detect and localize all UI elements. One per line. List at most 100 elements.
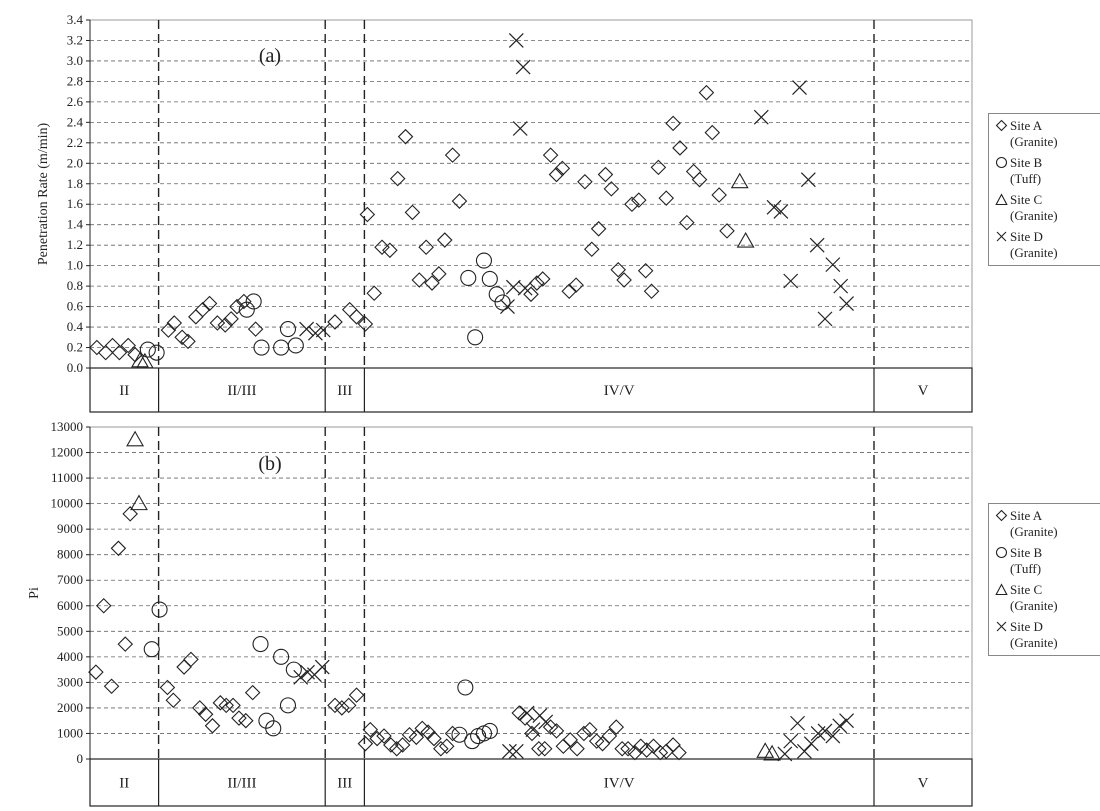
site-a-point xyxy=(561,283,577,300)
site-a-point xyxy=(357,735,374,752)
site-a-point xyxy=(348,309,365,325)
site-b-point xyxy=(287,337,304,354)
class-label: III xyxy=(337,776,352,792)
chart-panel: 0.0 0.2 0.4 0.6 0.8 1.0 1.2 1.4 1.6 1.8 2.0 2.2 2.4 2… xyxy=(36,12,973,413)
site-a-point xyxy=(576,725,592,742)
legend-item: Site A (Granite) xyxy=(995,508,1099,540)
y-tick-label: 10000 xyxy=(51,496,84,511)
diamond-icon xyxy=(995,509,1008,522)
site-a-point xyxy=(117,636,134,652)
y-tick-label: 0.8 xyxy=(67,278,83,293)
y-tick-label: 1.6 xyxy=(67,196,84,211)
site-a-point xyxy=(603,181,620,197)
class-label: II/III xyxy=(227,383,256,399)
triangle-icon xyxy=(995,193,1008,206)
site-a-point xyxy=(197,706,214,723)
legend-a: Site A (Granite) Site B (Tuff) Site C (G… xyxy=(988,113,1100,266)
y-tick-label: 4000 xyxy=(57,649,83,664)
site-a-point xyxy=(529,275,545,291)
site-a-point xyxy=(180,333,196,350)
site-a-point xyxy=(120,337,136,354)
site-a-point xyxy=(431,266,447,282)
site-b-point xyxy=(494,294,511,311)
y-tick-label: 0.2 xyxy=(67,340,83,355)
site-a-point xyxy=(376,728,392,744)
x-icon xyxy=(995,230,1008,243)
site-a-point xyxy=(691,171,708,188)
site-a-point xyxy=(548,166,565,183)
y-tick-label: 0 xyxy=(77,751,84,766)
site-b-point xyxy=(273,648,290,665)
site-a-point xyxy=(238,712,254,729)
site-a-point xyxy=(159,679,176,696)
site-b-point xyxy=(253,339,270,356)
site-a-point xyxy=(166,315,183,331)
site-a-point xyxy=(652,744,669,761)
site-a-point xyxy=(160,322,177,338)
legend-sublabel: (Tuff) xyxy=(1010,171,1042,186)
site-d-point xyxy=(519,705,535,721)
site-d-point xyxy=(839,296,854,311)
legend-item: Site D (Granite) xyxy=(995,619,1099,651)
site-a-point xyxy=(411,272,428,288)
site-d-point xyxy=(792,80,807,95)
site-a-point xyxy=(194,301,211,318)
legend-sublabel: (Granite) xyxy=(1010,134,1058,149)
site-c-point xyxy=(130,494,148,511)
site-a-point xyxy=(658,190,675,206)
legend-item: Site B (Tuff) xyxy=(995,545,1099,577)
site-a-point xyxy=(614,741,630,757)
class-label: IV/V xyxy=(604,383,635,399)
site-a-point xyxy=(719,223,735,239)
y-tick-label: 13000 xyxy=(51,419,84,434)
site-b-point xyxy=(279,697,297,714)
y-tick-label: 7000 xyxy=(57,572,83,587)
y-tick-label: 12000 xyxy=(51,445,84,460)
site-a-point xyxy=(218,697,234,714)
site-d-point xyxy=(515,59,531,75)
site-a-point xyxy=(704,124,721,141)
site-a-point xyxy=(95,597,112,614)
site-a-point xyxy=(418,239,434,256)
site-a-point xyxy=(637,262,654,279)
y-tick-label: 3000 xyxy=(57,674,83,689)
site-a-point xyxy=(451,193,468,209)
site-a-point xyxy=(597,166,614,183)
site-a-point xyxy=(334,700,350,716)
site-a-point xyxy=(362,721,379,738)
y-tick-label: 1.2 xyxy=(67,237,83,252)
site-a-point xyxy=(201,295,218,312)
site-b-point xyxy=(285,661,302,678)
site-a-point xyxy=(388,741,405,757)
site-a-point xyxy=(524,725,540,742)
site-a-point xyxy=(610,261,626,278)
site-b-point xyxy=(464,733,481,750)
site-d-point xyxy=(839,713,854,729)
legend-item: Site C (Granite) xyxy=(995,192,1099,224)
site-a-point xyxy=(671,744,687,761)
site-a-point xyxy=(397,128,414,145)
site-a-point xyxy=(590,221,607,237)
site-d-point xyxy=(505,279,521,295)
legend-sublabel: (Granite) xyxy=(1010,245,1058,260)
site-d-point xyxy=(833,278,849,294)
site-a-point xyxy=(122,506,138,522)
site-d-point xyxy=(766,199,782,215)
y-tick-label: 1000 xyxy=(57,725,83,740)
site-d-point xyxy=(508,743,524,759)
site-d-point xyxy=(753,109,769,125)
site-a-point xyxy=(554,160,571,177)
site-d-point xyxy=(293,669,309,685)
site-a-point xyxy=(608,719,625,735)
legend-label: Site B xyxy=(1010,155,1043,170)
site-a-point xyxy=(357,316,374,332)
site-b-point xyxy=(451,726,468,743)
panel-label: (b) xyxy=(258,453,281,475)
site-b-point xyxy=(475,252,493,269)
triangle-icon xyxy=(995,583,1008,596)
circle-icon xyxy=(995,156,1008,169)
legend-b: Site A (Granite) Site B (Tuff) Site C (G… xyxy=(988,503,1100,656)
site-a-point xyxy=(562,732,578,748)
site-a-point xyxy=(389,170,406,187)
site-c-point xyxy=(126,430,145,447)
